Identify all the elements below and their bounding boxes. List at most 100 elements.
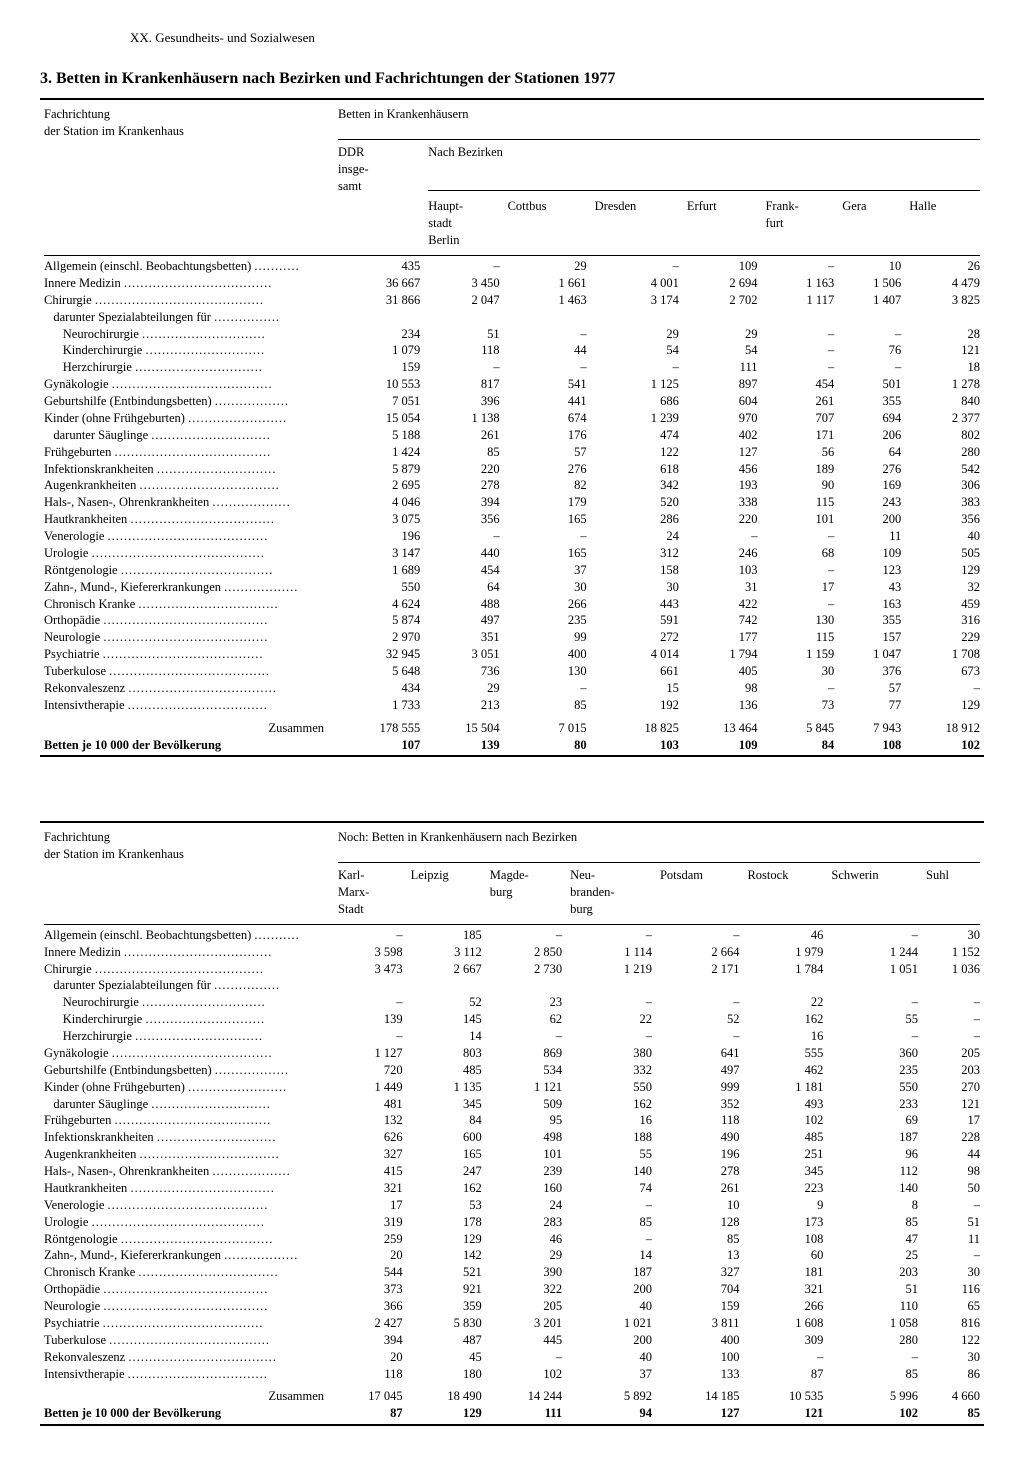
cell: 322 — [486, 1281, 566, 1298]
row-label: Neurologie .............................… — [40, 1298, 334, 1315]
cell: 278 — [656, 1163, 744, 1180]
cell: 261 — [424, 427, 503, 444]
cell: 85 — [424, 444, 503, 461]
cell: 803 — [407, 1045, 486, 1062]
cell: 18 — [905, 359, 984, 376]
cell: 2 664 — [656, 944, 744, 961]
cell: – — [486, 1349, 566, 1366]
cell: 261 — [761, 393, 838, 410]
cell: 121 — [905, 342, 984, 359]
cell: 99 — [504, 629, 591, 646]
table-row: Neurologie .............................… — [40, 1298, 984, 1315]
cell: 3 112 — [407, 944, 486, 961]
cell: 736 — [424, 663, 503, 680]
cell: 142 — [407, 1247, 486, 1264]
row-label: Chronisch Kranke .......................… — [40, 1264, 334, 1281]
cell: 24 — [486, 1197, 566, 1214]
cell: 108 — [743, 1231, 827, 1248]
cell: 98 — [922, 1163, 984, 1180]
row-label: Allgemein (einschl. Beobachtungsbetten) … — [40, 927, 334, 944]
cell: 600 — [407, 1129, 486, 1146]
cell: 56 — [761, 444, 838, 461]
table-row: Chirurgie ..............................… — [40, 961, 984, 978]
cell: 2 702 — [683, 292, 762, 309]
cell: 77 — [838, 697, 905, 714]
cell: 115 — [761, 494, 838, 511]
cell: 122 — [591, 444, 683, 461]
cell: – — [334, 1028, 407, 1045]
table-row: Kinder (ohne Frühgeburten) .............… — [40, 1079, 984, 1096]
cell: 9 — [743, 1197, 827, 1214]
col-header: Karl-Marx-Stadt — [334, 867, 407, 922]
row-label: Psychiatrie ............................… — [40, 646, 334, 663]
cell: 235 — [827, 1062, 922, 1079]
row-label: Röntgenologie ..........................… — [40, 562, 334, 579]
table-row: Gynäkologie ............................… — [40, 1045, 984, 1062]
row-label: Kinderchirurgie ........................… — [40, 1011, 334, 1028]
cell: 327 — [334, 1146, 407, 1163]
cell: 8 — [827, 1197, 922, 1214]
cell: 1 058 — [827, 1315, 922, 1332]
table-row: Geburtshilfe (Entbindungsbetten) .......… — [40, 393, 984, 410]
row-label: Frühgeburten ...........................… — [40, 444, 334, 461]
row-label: Allgemein (einschl. Beobachtungsbetten) … — [40, 258, 334, 275]
cell: 96 — [827, 1146, 922, 1163]
cell: – — [334, 994, 407, 1011]
cell: 869 — [486, 1045, 566, 1062]
cell: 454 — [424, 562, 503, 579]
row-label: Psychiatrie ............................… — [40, 1315, 334, 1332]
cell: 674 — [504, 410, 591, 427]
cell: 1 117 — [761, 292, 838, 309]
row-label: Kinder (ohne Frühgeburten) .............… — [40, 1079, 334, 1096]
cell: 550 — [566, 1079, 656, 1096]
cell: – — [761, 680, 838, 697]
cell: 85 — [566, 1214, 656, 1231]
cell — [656, 977, 744, 994]
cell: 10 — [838, 258, 905, 275]
row-label: Tuberkulose ............................… — [40, 1332, 334, 1349]
cell: 85 — [504, 697, 591, 714]
cell: 177 — [683, 629, 762, 646]
table-row: Chronisch Kranke .......................… — [40, 1264, 984, 1281]
cell: 816 — [922, 1315, 984, 1332]
cell-ddr: 435 — [334, 258, 424, 275]
row-label: Röntgenologie ..........................… — [40, 1231, 334, 1248]
col-header: Neu-branden-burg — [566, 867, 656, 922]
table-row: Kinderchirurgie ........................… — [40, 1011, 984, 1028]
table-title: 3. Betten in Krankenhäusern nach Bezirke… — [40, 70, 984, 88]
col-header: Magde-burg — [486, 867, 566, 922]
cell: – — [656, 927, 744, 944]
cell: 121 — [922, 1096, 984, 1113]
table-row: Tuberkulose ............................… — [40, 663, 984, 680]
table-row: Chronisch Kranke .......................… — [40, 596, 984, 613]
cell: 87 — [743, 1366, 827, 1383]
cell: 118 — [424, 342, 503, 359]
cell: 840 — [905, 393, 984, 410]
rule — [40, 1424, 984, 1426]
table-row: Intensivtherapie .......................… — [40, 1366, 984, 1383]
cell: 261 — [656, 1180, 744, 1197]
cell-ddr — [334, 309, 424, 326]
cell: 897 — [683, 376, 762, 393]
cell: 82 — [504, 477, 591, 494]
cell: 64 — [424, 579, 503, 596]
cell: 22 — [566, 1011, 656, 1028]
cell-ddr: 2 695 — [334, 477, 424, 494]
row-label: Chirurgie ..............................… — [40, 961, 334, 978]
cell — [683, 309, 762, 326]
cell: – — [761, 342, 838, 359]
cell: 390 — [486, 1264, 566, 1281]
table-row: Zahn-, Mund-, Kiefererkrankungen .......… — [40, 1247, 984, 1264]
sum-cell: 15 504 — [424, 714, 503, 737]
cell: 272 — [591, 629, 683, 646]
cell: 187 — [827, 1129, 922, 1146]
table-row: Hautkrankheiten ........................… — [40, 1180, 984, 1197]
cell-ddr: 4 624 — [334, 596, 424, 613]
sum-ddr: 178 555 — [334, 714, 424, 737]
cell: 394 — [424, 494, 503, 511]
cell: 373 — [334, 1281, 407, 1298]
cell-ddr: 1 689 — [334, 562, 424, 579]
cell: 243 — [838, 494, 905, 511]
col-header: Halle — [905, 198, 984, 253]
cell: 259 — [334, 1231, 407, 1248]
